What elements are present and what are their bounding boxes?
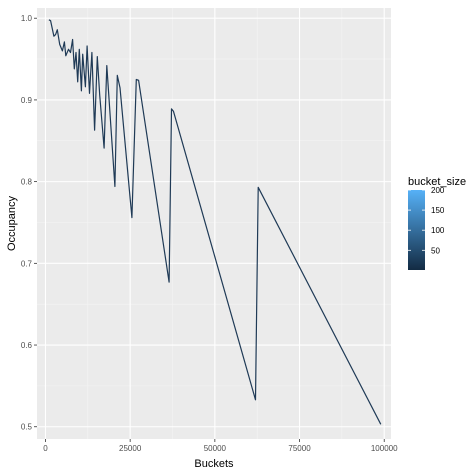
legend: bucket_size 50 100 150 200 <box>408 176 466 270</box>
legend-ticks: 50 100 150 200 <box>408 186 445 255</box>
y-axis: 0.5 0.6 0.7 0.8 0.9 1.0 <box>21 14 37 432</box>
x-tick-label: 100000 <box>371 444 398 453</box>
series-line <box>48 19 382 425</box>
y-tick-label: 0.7 <box>21 259 33 268</box>
legend-tick-label: 200 <box>431 186 445 195</box>
x-axis-title: Buckets <box>194 458 234 470</box>
y-axis-title: Occupancy <box>6 195 18 251</box>
x-tick-label: 25000 <box>119 444 142 453</box>
legend-title: bucket_size <box>408 176 466 188</box>
legend-tick-label: 150 <box>431 206 445 215</box>
y-tick-label: 0.9 <box>21 96 33 105</box>
y-tick-label: 0.5 <box>21 423 33 432</box>
legend-tick-label: 50 <box>431 246 440 255</box>
x-tick-label: 50000 <box>204 444 227 453</box>
x-tick-label: 75000 <box>288 444 311 453</box>
plot-panel <box>37 8 391 439</box>
x-axis: 0 25000 50000 75000 100000 <box>43 439 398 453</box>
x-tick-label: 0 <box>43 444 48 453</box>
legend-colorbar <box>408 190 425 270</box>
series-layer <box>48 19 382 425</box>
y-tick-label: 0.6 <box>21 341 33 350</box>
y-tick-label: 1.0 <box>21 14 33 23</box>
y-tick-label: 0.8 <box>21 178 33 187</box>
legend-tick-label: 100 <box>431 226 445 235</box>
